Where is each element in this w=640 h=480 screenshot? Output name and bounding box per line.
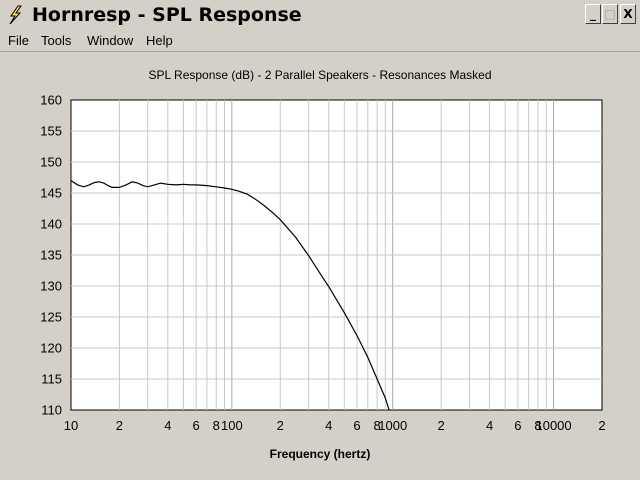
x-tick-label: 8 bbox=[374, 418, 381, 433]
y-tick-label: 125 bbox=[40, 310, 62, 325]
menu-bar: File Tools Window Help bbox=[0, 30, 640, 52]
x-tick-label: 10000 bbox=[535, 418, 571, 433]
x-tick-label: 2 bbox=[277, 418, 284, 433]
x-tick-label: 2 bbox=[598, 418, 605, 433]
x-tick-label: 4 bbox=[164, 418, 171, 433]
spl-curve bbox=[70, 180, 390, 411]
grid-lines bbox=[71, 100, 602, 410]
x-tick-label: 6 bbox=[353, 418, 360, 433]
x-tick-label: 1000 bbox=[378, 418, 407, 433]
chart-title: SPL Response (dB) - 2 Parallel Speakers … bbox=[148, 68, 492, 82]
x-tick-label: 8 bbox=[534, 418, 541, 433]
y-tick-label: 150 bbox=[40, 155, 62, 170]
y-tick-label: 160 bbox=[40, 93, 62, 108]
minimize-button[interactable]: _ bbox=[585, 4, 601, 24]
x-tick-label: 4 bbox=[325, 418, 332, 433]
x-tick-label: 10 bbox=[64, 418, 78, 433]
x-tick-label: 2 bbox=[116, 418, 123, 433]
y-tick-label: 155 bbox=[40, 124, 62, 139]
x-tick-label: 6 bbox=[193, 418, 200, 433]
close-button[interactable]: X bbox=[620, 4, 636, 24]
y-tick-label: 145 bbox=[40, 186, 62, 201]
menu-tools[interactable]: Tools bbox=[41, 33, 72, 48]
menu-help[interactable]: Help bbox=[146, 33, 173, 48]
x-tick-label: 8 bbox=[213, 418, 220, 433]
y-tick-label: 130 bbox=[40, 279, 62, 294]
y-tick-label: 135 bbox=[40, 248, 62, 263]
y-tick-label: 120 bbox=[40, 341, 62, 356]
y-tick-label: 140 bbox=[40, 217, 62, 232]
menu-window[interactable]: Window bbox=[87, 33, 134, 48]
maximize-button: □ bbox=[602, 4, 618, 24]
y-tick-labels: 110 115 120 125 130 135 140 145 150 155 160 bbox=[40, 93, 62, 418]
y-tick-label: 110 bbox=[41, 403, 62, 418]
menu-file[interactable]: File bbox=[8, 33, 29, 48]
x-tick-label: 2 bbox=[438, 418, 445, 433]
x-tick-label: 4 bbox=[486, 418, 493, 433]
x-tick-label: 6 bbox=[514, 418, 521, 433]
y-tick-label: 115 bbox=[41, 372, 62, 387]
x-axis-label: Frequency (hertz) bbox=[269, 447, 371, 461]
title-bar: Hornresp - SPL Response _ □ X bbox=[0, 0, 640, 30]
window-title: Hornresp - SPL Response bbox=[32, 4, 302, 26]
lightning-icon bbox=[9, 5, 22, 25]
x-tick-label: 100 bbox=[221, 418, 243, 433]
